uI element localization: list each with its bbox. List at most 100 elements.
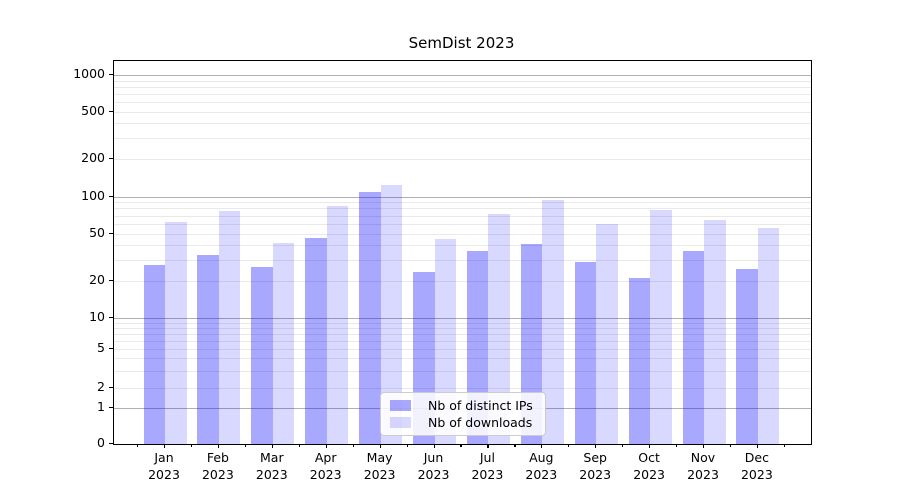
y-tick-label: 0: [97, 435, 105, 450]
x-minor-tick-mark: [352, 444, 354, 447]
gridline-minor: [114, 349, 811, 350]
y-tick-mark: [109, 280, 113, 282]
y-tick-mark: [109, 348, 113, 350]
x-tick-mark: [703, 444, 705, 448]
x-tick-label: Nov 2023: [687, 450, 719, 482]
y-tick-label: 2: [97, 379, 105, 394]
bar-distinct-ips: [305, 237, 327, 444]
y-tick-label: 50: [89, 224, 105, 240]
x-minor-tick-mark: [568, 444, 570, 447]
x-minor-tick-mark: [460, 444, 462, 447]
y-tick-mark: [109, 407, 113, 409]
gridline-minor: [114, 322, 811, 324]
bar-downloads: [596, 223, 618, 444]
bar-downloads: [542, 199, 564, 444]
bar-distinct-ips: [574, 261, 597, 444]
x-tick-label: Apr 2023: [309, 450, 342, 482]
gridline-minor: [114, 112, 811, 113]
x-tick-mark: [487, 444, 489, 448]
x-tick-label: Dec 2023: [740, 450, 773, 482]
y-tick-mark: [109, 443, 113, 445]
gridline-minor: [114, 159, 811, 160]
legend-swatch-distinct-ips: [390, 399, 411, 411]
legend-swatch-downloads: [390, 417, 411, 429]
x-minor-tick-mark: [406, 444, 408, 447]
x-tick-label: Jul 2023: [471, 450, 504, 482]
gridline-major: [114, 318, 811, 319]
x-minor-tick-mark: [622, 444, 624, 447]
gridline-minor: [114, 202, 811, 204]
gridline-minor: [114, 123, 811, 125]
bar-downloads: [650, 209, 672, 444]
y-tick-label: 500: [81, 103, 105, 118]
x-minor-tick-mark: [783, 444, 786, 447]
x-tick-label: Oct 2023: [633, 450, 665, 482]
gridline-minor: [114, 215, 811, 217]
x-tick-mark: [271, 444, 273, 448]
x-tick-label: Jun 2023: [417, 450, 450, 482]
gridline-minor: [114, 233, 811, 235]
gridline-major: [114, 196, 811, 198]
legend-item-downloads: Nb of downloads: [390, 415, 536, 430]
gridline-minor: [114, 94, 811, 96]
bar-distinct-ips: [682, 250, 704, 444]
y-tick-mark: [109, 195, 113, 197]
gridline-minor: [114, 245, 811, 247]
x-minor-tick-mark: [676, 444, 678, 447]
legend-label-distinct-ips: Nb of distinct IPs: [428, 397, 533, 413]
bar-distinct-ips: [628, 278, 651, 444]
gridline-minor: [114, 102, 811, 104]
x-tick-mark: [379, 444, 381, 448]
gridline-minor: [114, 340, 811, 342]
x-minor-tick-mark: [244, 444, 247, 447]
x-minor-tick-mark: [190, 444, 193, 447]
y-tick-label: 10: [89, 309, 105, 324]
bar-downloads: [488, 214, 510, 444]
x-tick-label: Jan 2023: [148, 450, 180, 482]
bar-distinct-ips: [359, 191, 381, 444]
gridline-minor: [114, 208, 811, 210]
y-tick-mark: [109, 74, 113, 76]
y-tick-label: 100: [81, 187, 105, 203]
x-tick-mark: [756, 444, 759, 448]
y-tick-mark: [109, 232, 113, 234]
bar-distinct-ips: [197, 255, 219, 444]
y-tick-mark: [109, 158, 113, 160]
y-tick-label: 1000: [73, 66, 105, 81]
legend: Nb of distinct IPs Nb of downloads: [380, 392, 546, 436]
x-tick-mark: [217, 444, 220, 448]
bar-downloads: [704, 220, 726, 444]
y-tick-mark: [109, 317, 113, 319]
x-minor-tick-mark: [514, 444, 516, 447]
bar-downloads: [326, 205, 349, 444]
plot-area: [113, 60, 812, 445]
x-minor-tick-mark: [729, 444, 732, 447]
gridline-minor: [114, 86, 811, 88]
gridline-minor: [114, 138, 811, 140]
bar-downloads: [165, 222, 187, 444]
x-tick-label: Feb 2023: [201, 450, 234, 482]
bar-distinct-ips: [251, 267, 273, 444]
legend-item-distinct-ips: Nb of distinct IPs: [390, 398, 536, 413]
bar-distinct-ips: [143, 265, 165, 444]
bar-downloads: [272, 242, 295, 444]
y-tick-label: 200: [81, 150, 105, 165]
x-tick-mark: [164, 444, 166, 448]
gridline-minor: [114, 281, 811, 282]
x-tick-mark: [595, 444, 597, 448]
x-tick-mark: [649, 444, 651, 448]
legend-label-downloads: Nb of downloads: [428, 415, 533, 431]
bar-downloads: [380, 184, 403, 444]
y-tick-mark: [109, 111, 113, 113]
gridline-minor: [114, 358, 811, 360]
x-minor-tick-mark: [298, 444, 300, 447]
y-tick-label: 5: [97, 340, 105, 355]
x-tick-label: May 2023: [363, 450, 396, 482]
x-tick-label: Aug 2023: [525, 450, 558, 482]
chart-title: SemDist 2023: [408, 34, 515, 52]
gridline-minor: [114, 223, 811, 225]
gridline-minor: [114, 327, 811, 329]
bar-downloads: [757, 228, 780, 444]
x-tick-label: Sep 2023: [579, 450, 612, 482]
